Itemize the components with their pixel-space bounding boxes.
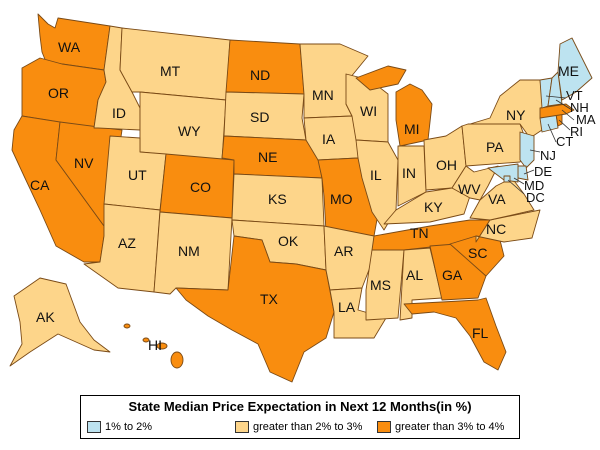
state-WV <box>451 165 499 201</box>
label-KY: KY <box>424 199 443 215</box>
legend-item-high: greater than 3% to 4% <box>377 420 504 436</box>
state-MA <box>539 103 575 119</box>
label-GA: GA <box>442 267 463 283</box>
leader-MA <box>561 109 575 121</box>
state-ME <box>557 37 593 101</box>
label-OR: OR <box>48 85 69 101</box>
label-MN: MN <box>312 87 334 103</box>
leader-NJ <box>529 149 541 153</box>
state-HI-kauai <box>123 323 131 329</box>
label-TX: TX <box>260 291 279 307</box>
leader-VT <box>545 95 567 99</box>
label-NY: NY <box>506 107 526 123</box>
map-legend: State Median Price Expectation in Next 1… <box>80 395 520 439</box>
label-MA: MA <box>576 112 596 127</box>
legend-swatch-high <box>377 421 391 434</box>
state-NJ <box>519 131 535 169</box>
state-LA <box>329 287 387 339</box>
label-IN: IN <box>402 165 416 181</box>
label-DE: DE <box>534 164 552 179</box>
label-FL: FL <box>472 325 489 341</box>
label-IL: IL <box>370 167 382 183</box>
legend-item-low: 1% to 2% <box>87 420 152 436</box>
label-OH: OH <box>436 157 457 173</box>
label-MD: MD <box>524 178 544 193</box>
label-MO: MO <box>330 191 353 207</box>
label-IA: IA <box>322 131 336 147</box>
label-CO: CO <box>190 179 211 195</box>
legend-item-mid: greater than 2% to 3% <box>235 420 362 436</box>
state-FL <box>403 297 507 371</box>
label-RI: RI <box>570 124 583 139</box>
state-MS <box>365 249 405 321</box>
label-SD: SD <box>250 109 269 125</box>
leader-MD <box>513 177 525 185</box>
label-CT: CT <box>556 134 573 149</box>
label-WA: WA <box>58 39 81 55</box>
label-AZ: AZ <box>118 235 136 251</box>
label-NH: NH <box>570 100 589 115</box>
label-SC: SC <box>468 245 487 261</box>
legend-label-low: 1% to 2% <box>105 421 153 434</box>
state-HI-maui <box>156 342 168 350</box>
label-AK: AK <box>36 309 55 325</box>
state-MD <box>487 163 519 183</box>
leader-CT <box>547 123 557 143</box>
label-HI: HI <box>148 337 162 353</box>
legend-label-mid: greater than 2% to 3% <box>253 421 363 434</box>
label-WI: WI <box>360 103 377 119</box>
label-DC: DC <box>526 190 545 205</box>
label-NV: NV <box>74 155 94 171</box>
label-NC: NC <box>486 221 506 237</box>
label-WV: WV <box>458 181 481 197</box>
label-ID: ID <box>112 105 126 121</box>
legend-swatch-mid <box>235 421 249 434</box>
label-AL: AL <box>406 267 423 283</box>
state-MI <box>355 65 433 147</box>
us-states-map: WA OR CA NV ID MT WY UT CO AZ NM ND SD N… <box>9 13 596 383</box>
legend-items: 1% to 2% greater than 2% to 3% greater t… <box>87 420 515 436</box>
label-NE: NE <box>258 149 277 165</box>
leader-NH <box>555 99 573 111</box>
label-NM: NM <box>178 243 200 259</box>
label-PA: PA <box>486 139 504 155</box>
label-VT: VT <box>566 88 583 103</box>
state-HI-oahu <box>142 337 150 343</box>
label-MI: MI <box>404 121 420 137</box>
label-TN: TN <box>410 225 429 241</box>
label-ME: ME <box>558 63 579 79</box>
label-ND: ND <box>250 67 270 83</box>
label-MT: MT <box>160 63 181 79</box>
legend-swatch-low <box>87 421 101 434</box>
legend-label-high: greater than 3% to 4% <box>395 421 505 434</box>
state-IL <box>355 139 399 231</box>
label-UT: UT <box>128 167 147 183</box>
label-MS: MS <box>370 277 391 293</box>
label-NJ: NJ <box>540 148 556 163</box>
label-LA: LA <box>338 299 356 315</box>
leader-DE <box>523 169 535 175</box>
label-KS: KS <box>268 191 287 207</box>
leader-RI <box>558 119 571 131</box>
state-TX <box>175 235 335 383</box>
state-HI-group <box>123 323 184 369</box>
state-HI <box>170 351 184 369</box>
legend-title: State Median Price Expectation in Next 1… <box>128 399 472 414</box>
label-VA: VA <box>488 191 506 207</box>
state-AK <box>9 277 111 367</box>
label-WY: WY <box>178 123 201 139</box>
state-SD <box>223 91 307 141</box>
label-AR: AR <box>334 243 353 259</box>
leader-DC <box>507 179 525 195</box>
state-SC <box>449 235 505 277</box>
label-CA: CA <box>30 177 50 193</box>
label-OK: OK <box>278 233 299 249</box>
